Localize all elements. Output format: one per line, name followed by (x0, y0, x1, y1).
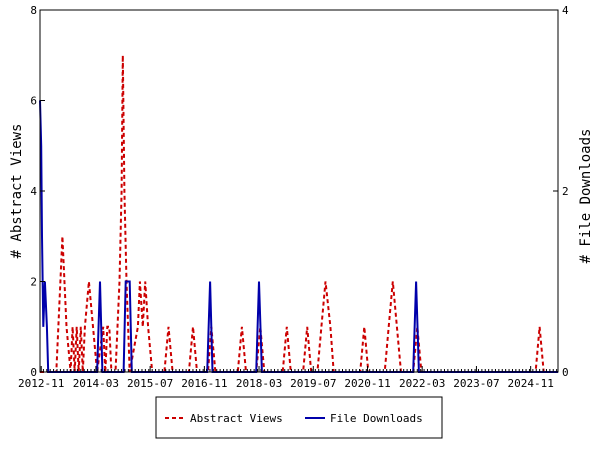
x-tick-label: 2022-03 (399, 377, 445, 390)
x-minor-ticks (39, 369, 558, 372)
left-axis: 0 2 4 6 8 (30, 4, 45, 379)
x-tick-label: 2023-07 (453, 377, 499, 390)
x-tick-label: 2014-03 (73, 377, 119, 390)
left-tick-label: 8 (30, 4, 37, 17)
left-tick-label: 6 (30, 95, 37, 108)
left-axis-title: # Abstract Views (9, 124, 25, 259)
legend-label-abstract-views: Abstract Views (190, 412, 283, 425)
left-tick-label: 0 (30, 366, 37, 379)
legend-box (155, 396, 443, 439)
x-tick-label: 2018-03 (236, 377, 282, 390)
x-tick-label: 2019-07 (290, 377, 336, 390)
right-tick-label: 4 (562, 4, 569, 17)
right-axis-title: # File Downloads (578, 129, 594, 264)
x-tick-label: 2024-11 (507, 377, 553, 390)
x-tick-label: 2015-07 (127, 377, 173, 390)
left-tick-label: 4 (30, 185, 37, 198)
x-tick-label: 2012-11 (18, 377, 64, 390)
right-axis: 0 2 4 (553, 4, 569, 379)
x-tick-label: 2020-11 (344, 377, 390, 390)
left-tick-label: 2 (30, 276, 37, 289)
x-tick-label: 2016-11 (181, 377, 227, 390)
x-axis: 2012-11 2014-03 2015-07 2016-11 2018-03 2019-… (18, 366, 554, 390)
legend-label-file-downloads: File Downloads (330, 412, 423, 425)
right-tick-label: 2 (562, 185, 569, 198)
right-tick-label: 0 (562, 366, 569, 379)
legend: Abstract Views File Downloads (155, 396, 443, 439)
